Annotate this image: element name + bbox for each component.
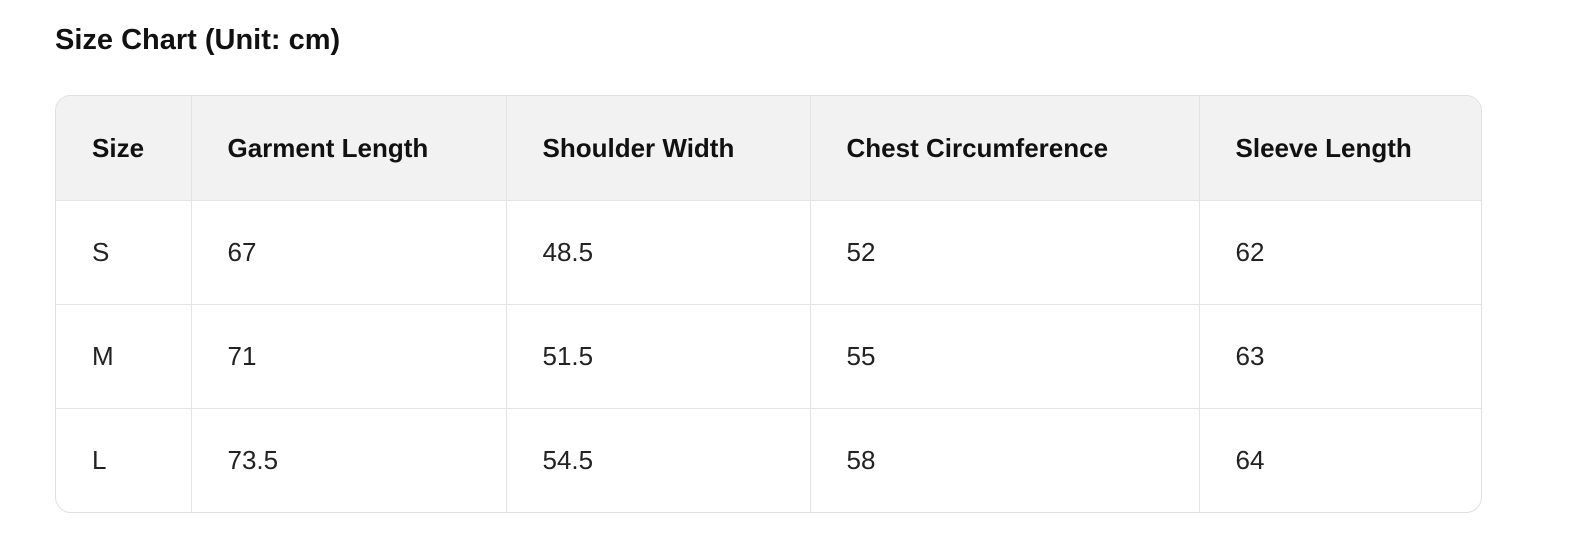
cell-garment-length: 67: [191, 200, 507, 305]
table-row: L 73.5 54.5 58 64: [56, 408, 1481, 512]
cell-chest-circumference: 58: [810, 408, 1200, 512]
cell-sleeve-length: 64: [1235, 445, 1265, 475]
cell-shoulder-width: 51.5: [506, 304, 811, 409]
cell-chest-circumference: 55: [810, 304, 1200, 409]
table-row: M 71 51.5 55 63: [56, 304, 1481, 409]
cell-size: M: [56, 304, 192, 409]
table-header-row: Size Garment Length Shoulder Width Chest…: [56, 96, 1481, 201]
cell-shoulder-width: 48.5: [506, 200, 811, 305]
cell-garment-length: 71: [191, 304, 507, 409]
page-title: Size Chart (Unit: cm): [55, 24, 341, 56]
header-size: Size: [56, 96, 192, 201]
header-sleeve-length: Sleeve Length: [1199, 96, 1481, 201]
cell-sleeve-length: 63: [1199, 304, 1481, 409]
cell-garment-length: 73.5: [191, 408, 507, 512]
cell-sleeve-length: 62: [1199, 200, 1481, 305]
cell-chest-circumference: 52: [810, 200, 1200, 305]
cell-size: S: [56, 200, 192, 305]
table-row: S 67 48.5 52 62: [56, 200, 1481, 305]
header-shoulder-width: Shoulder Width: [506, 96, 811, 201]
cell-shoulder-width: 54.5: [506, 408, 811, 512]
size-chart-table-container: Size Garment Length Shoulder Width Chest…: [55, 95, 1482, 513]
cell-size: L: [56, 408, 192, 512]
size-chart-table: Size Garment Length Shoulder Width Chest…: [56, 96, 1481, 512]
header-garment-length: Garment Length: [191, 96, 507, 201]
header-chest-circumference: Chest Circumference: [810, 96, 1200, 201]
